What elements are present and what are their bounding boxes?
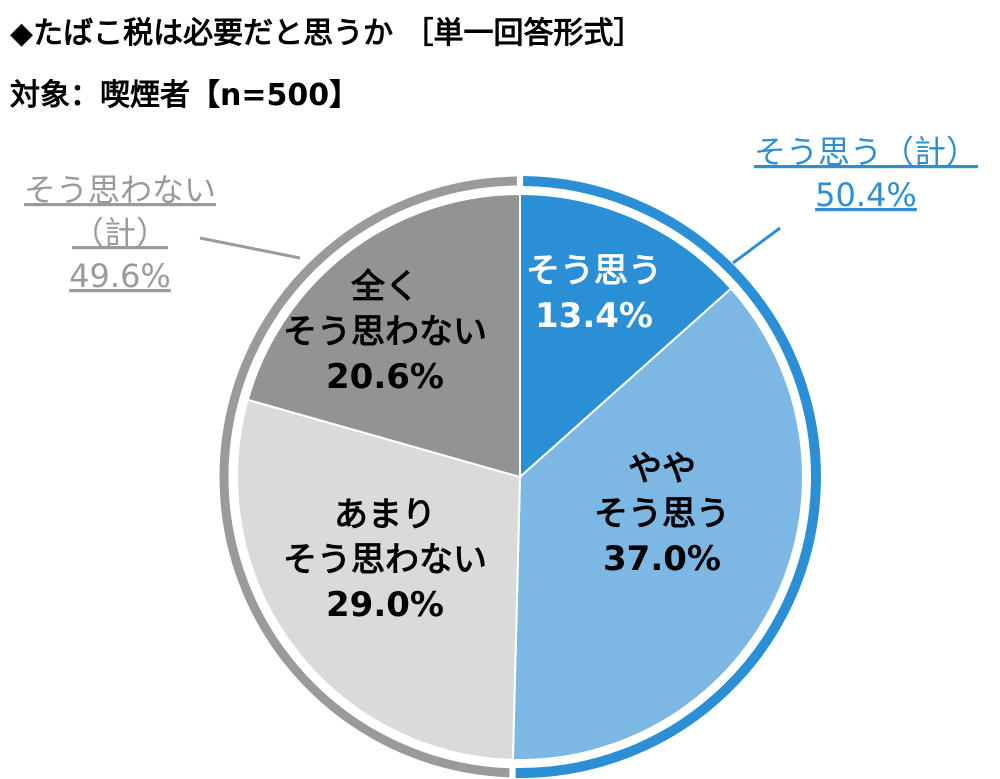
slice-category-label-2: そう思う: [594, 494, 730, 534]
group-value-label-1: 50.4%: [815, 176, 917, 214]
group-category-label-2: （計）: [72, 214, 168, 252]
chart-title: ◆たばこ税は必要だと思うか ［単一回答形式］: [10, 16, 644, 51]
chart-subtitle: 対象：喫煙者【n=500】: [10, 78, 360, 113]
slice-category-label-1: そう思う: [526, 251, 662, 291]
group-value-label-2: 49.6%: [69, 257, 171, 295]
slice-category-label-3: そう思わない: [283, 540, 487, 580]
pie-slice-1: [519, 192, 733, 480]
slice-value-label-3: 29.0%: [326, 585, 444, 625]
pie-slice-4: [246, 192, 521, 479]
slice-category-label-4: そう思わない: [283, 312, 487, 352]
pie-slice-3: [236, 398, 522, 761]
group-leader-line-2: [199, 236, 301, 260]
slice-value-label-4: 20.6%: [326, 357, 444, 397]
group-ring-2: [219, 176, 517, 778]
group-leader-line-1: [732, 226, 781, 265]
pie-slice-2: [511, 287, 804, 761]
slice-value-label-1: 13.4%: [535, 296, 653, 336]
slice-value-label-2: 37.0%: [603, 539, 721, 579]
group-ring-1: [515, 176, 821, 778]
slice-category-label-2: やや: [628, 449, 696, 489]
group-category-label-2: そう思わない: [24, 171, 216, 209]
group-category-label-1: そう思う（計）: [754, 133, 978, 171]
slice-category-label-3: あまり: [334, 495, 436, 535]
slice-category-label-4: 全く: [350, 267, 419, 307]
